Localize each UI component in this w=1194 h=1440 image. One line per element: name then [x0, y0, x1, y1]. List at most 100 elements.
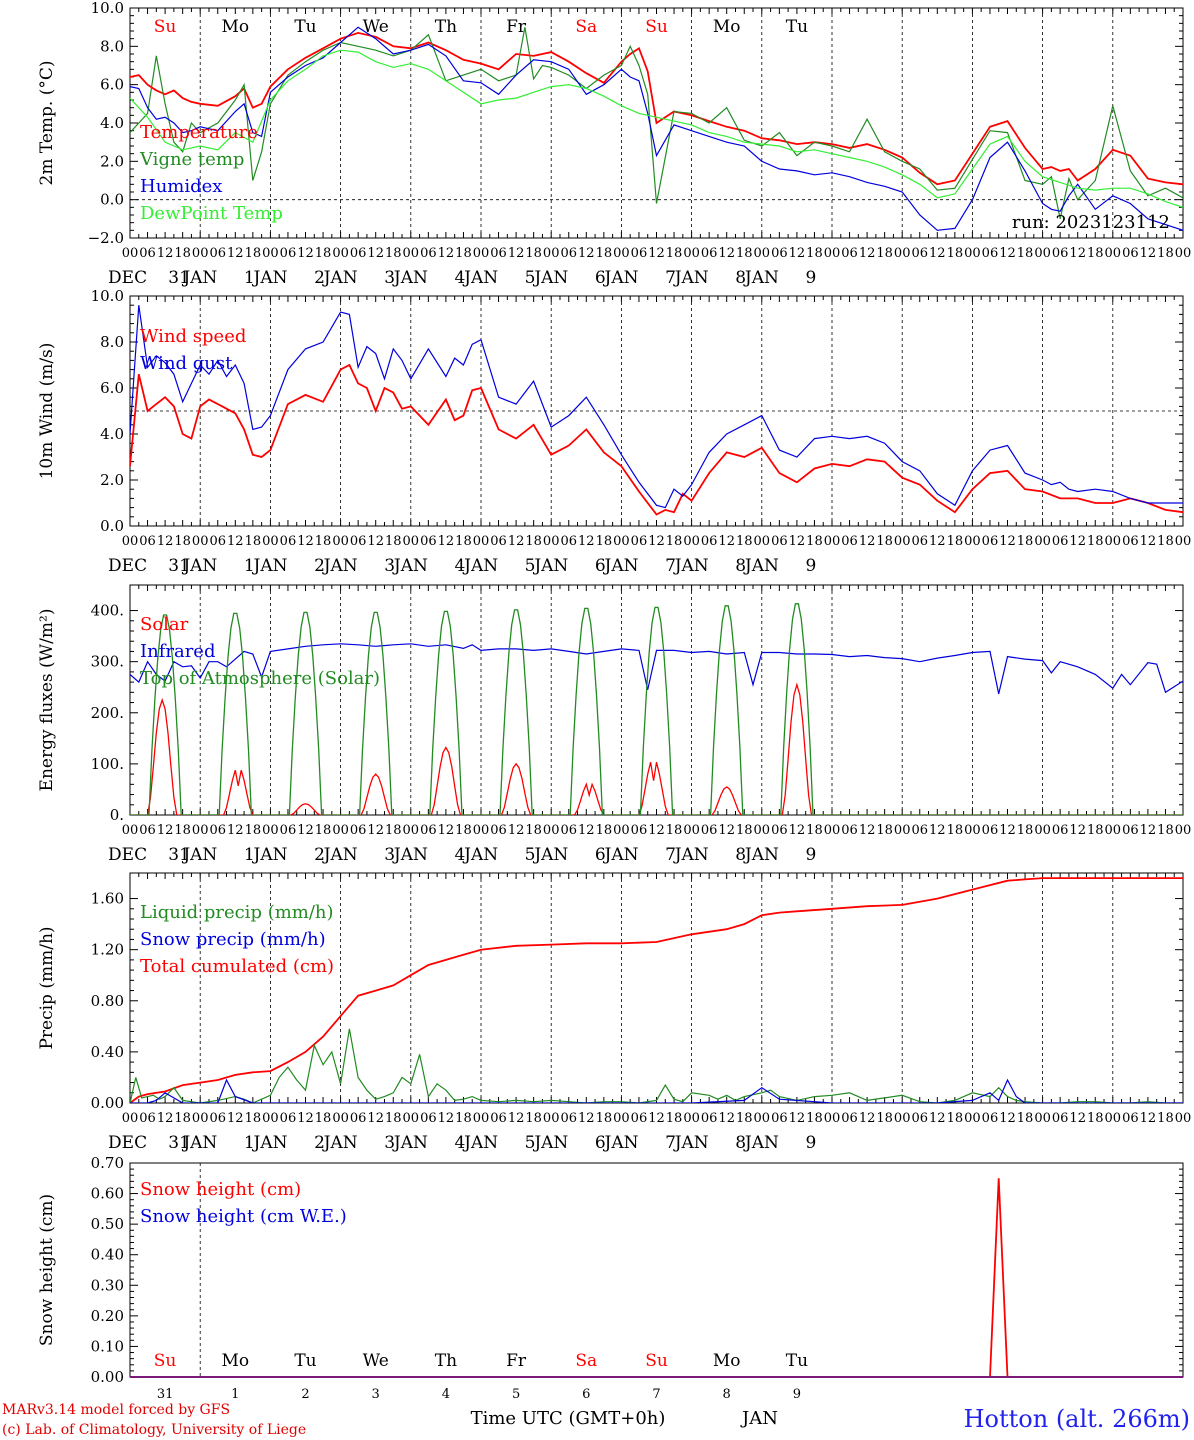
- date-month-label: JAN: [462, 845, 498, 865]
- y-axis-label: 10m Wind (m/s): [37, 343, 57, 480]
- hour-tick-label: 06: [911, 1111, 928, 1126]
- hour-tick-label: 00: [473, 534, 490, 549]
- hour-tick-label: 00: [1034, 246, 1051, 261]
- hour-tick-label: 12: [648, 534, 665, 549]
- hour-tick-label: 12: [157, 1111, 174, 1126]
- hour-tick-label: 00: [473, 1111, 490, 1126]
- hour-tick-label: 12: [1069, 246, 1086, 261]
- series-snow-precip-mm-h--line: [130, 1078, 1183, 1103]
- hour-tick-label: 00: [754, 1111, 771, 1126]
- hour-tick-label: 18: [455, 534, 472, 549]
- hour-tick-label: 06: [490, 823, 507, 838]
- hour-tick-label: 06: [139, 1111, 156, 1126]
- hour-tick-label: 18: [1157, 534, 1174, 549]
- series-infrared-line: [130, 643, 1183, 695]
- hour-tick-label: 12: [789, 823, 806, 838]
- hour-tick-label: 12: [1140, 534, 1157, 549]
- station-name: Hotton (alt. 266m): [964, 1405, 1190, 1433]
- date-month-label: JAN: [743, 1133, 779, 1153]
- hour-tick-label: 06: [1122, 823, 1139, 838]
- hour-tick-label: 12: [367, 1111, 384, 1126]
- hour-tick-label: 12: [157, 534, 174, 549]
- hour-tick-label: 00: [824, 823, 841, 838]
- date-day-label: 3: [384, 556, 395, 576]
- hour-tick-label: 06: [701, 534, 718, 549]
- hour-tick-label: 00: [964, 534, 981, 549]
- hour-tick-label: 00: [122, 1111, 139, 1126]
- date-month-label: DEC: [108, 845, 147, 865]
- date-month-label: JAN: [603, 1133, 639, 1153]
- hour-tick-label: 12: [648, 246, 665, 261]
- hour-tick-label: 00: [1175, 246, 1192, 261]
- hour-tick-label: 06: [771, 823, 788, 838]
- hour-tick-label: 18: [806, 1111, 823, 1126]
- hour-tick-label: 12: [648, 1111, 665, 1126]
- hour-tick-label: 18: [315, 534, 332, 549]
- hour-tick-label: 00: [683, 1111, 700, 1126]
- hour-tick-label: 18: [525, 1111, 542, 1126]
- hour-tick-label: 06: [1052, 823, 1069, 838]
- y-tick-label: 8.0: [100, 37, 124, 55]
- hour-tick-label: 00: [1105, 534, 1122, 549]
- hour-tick-label: 00: [403, 534, 420, 549]
- hour-tick-label: 12: [718, 246, 735, 261]
- hour-tick-label: 18: [1017, 534, 1034, 549]
- date-month-label: JAN: [322, 556, 358, 576]
- hour-tick-label: 18: [525, 534, 542, 549]
- date-month-label: JAN: [322, 845, 358, 865]
- y-tick-label: 1.60: [91, 890, 124, 908]
- hour-tick-label: 12: [578, 246, 595, 261]
- hour-tick-label: 12: [367, 823, 384, 838]
- y-tick-label: 400.: [91, 602, 124, 620]
- bottom-day-label: 3: [372, 1387, 380, 1402]
- hour-tick-label: 00: [613, 246, 630, 261]
- y-tick-label: 0.70: [91, 1154, 124, 1172]
- date-day-label: 3: [384, 1133, 395, 1153]
- hour-tick-label: 18: [947, 246, 964, 261]
- hour-tick-label: 00: [754, 534, 771, 549]
- hour-tick-label: 00: [754, 823, 771, 838]
- date-day-label: 7: [665, 845, 676, 865]
- hour-tick-label: 18: [947, 534, 964, 549]
- hour-tick-label: 18: [315, 1111, 332, 1126]
- hour-tick-label: 06: [1122, 534, 1139, 549]
- bottom-day-label: 9: [793, 1387, 801, 1402]
- hour-tick-label: 00: [403, 1111, 420, 1126]
- weekday-label: Fr: [506, 1351, 527, 1371]
- hour-tick-label: 12: [297, 823, 314, 838]
- hour-tick-label: 06: [771, 1111, 788, 1126]
- hour-tick-label: 00: [262, 246, 279, 261]
- hour-tick-label: 06: [560, 1111, 577, 1126]
- legend-label: Snow height (cm): [140, 1179, 301, 1200]
- date-month-label: JAN: [462, 556, 498, 576]
- date-day-label: 9: [805, 556, 816, 576]
- hour-tick-label: 12: [789, 246, 806, 261]
- date-day-label: 6: [595, 845, 606, 865]
- y-axis-label: Precip (mm/h): [37, 926, 57, 1049]
- hour-tick-label: 00: [683, 823, 700, 838]
- hour-tick-label: 06: [139, 823, 156, 838]
- hour-tick-label: 06: [841, 1111, 858, 1126]
- hour-tick-label: 18: [174, 823, 191, 838]
- weekday-label: Th: [435, 1351, 457, 1371]
- hour-tick-label: 06: [771, 246, 788, 261]
- y-axis-label: Snow height (cm): [37, 1194, 57, 1346]
- bottom-day-label: 31: [157, 1387, 174, 1402]
- hour-tick-label: 06: [701, 246, 718, 261]
- y-tick-label: 200.: [91, 704, 124, 722]
- date-day-label: 3: [384, 268, 395, 288]
- date-month-label: JAN: [181, 845, 217, 865]
- hour-tick-label: 00: [683, 534, 700, 549]
- hour-tick-label: 06: [701, 1111, 718, 1126]
- series-group: [130, 603, 1183, 815]
- date-month-label: JAN: [603, 556, 639, 576]
- hour-tick-label: 12: [999, 1111, 1016, 1126]
- hour-tick-label: 18: [455, 823, 472, 838]
- hour-tick-label: 18: [666, 246, 683, 261]
- legend-label: Temperature: [140, 122, 258, 143]
- date-month-label: JAN: [532, 556, 568, 576]
- hour-tick-label: 06: [771, 534, 788, 549]
- hour-tick-label: 00: [824, 534, 841, 549]
- bottom-day-label: 5: [512, 1387, 520, 1402]
- panel-5: 0.00 0.10 0.20 0.30 0.40 0.50 0.60 0.70 Snow hei…: [37, 1154, 1184, 1402]
